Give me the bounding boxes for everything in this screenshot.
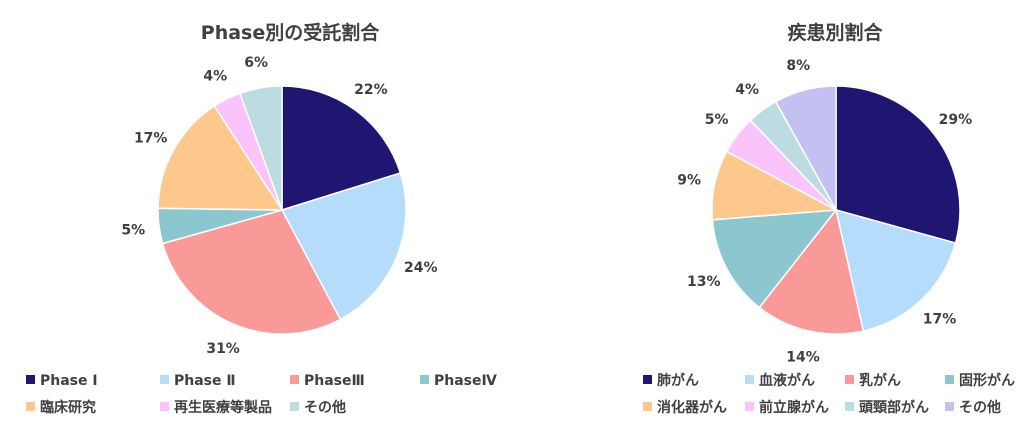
legend-item: 乳がん bbox=[845, 372, 901, 389]
legend-label: その他 bbox=[959, 399, 1001, 416]
legend-swatch bbox=[845, 402, 854, 411]
legend-swatch bbox=[945, 402, 954, 411]
legend-swatch bbox=[290, 375, 299, 384]
pie-slice-1 bbox=[281, 85, 402, 212]
data-label: 6% bbox=[244, 55, 268, 71]
data-label: 13% bbox=[687, 274, 721, 290]
data-label: 4% bbox=[203, 69, 227, 85]
chart-title: 疾患別割合 bbox=[787, 21, 883, 44]
data-label: 31% bbox=[206, 341, 240, 357]
legend-swatch bbox=[160, 375, 169, 384]
legend-label: 頭頸部がん bbox=[859, 399, 929, 416]
disease-pie-chart: 疾患別割合 29% 17% 14% 13% 9% 5% 4% 8% 肺がん 血液がん 乳がん 固形が… bbox=[643, 21, 1015, 416]
legend-item: 血液がん bbox=[745, 372, 815, 389]
pie-slice-3 bbox=[758, 208, 865, 335]
legend-swatch bbox=[26, 375, 35, 384]
legend-label: 肺がん bbox=[657, 372, 699, 389]
legend-swatch bbox=[643, 402, 652, 411]
pie-slice-4 bbox=[711, 209, 838, 309]
data-label: 9% bbox=[677, 172, 701, 188]
data-label: 5% bbox=[705, 112, 729, 128]
legend-label: その他 bbox=[304, 399, 346, 416]
data-label: 22% bbox=[354, 82, 388, 98]
legend-item: PhaseⅢ bbox=[290, 373, 365, 389]
pie-slice-2 bbox=[834, 208, 957, 332]
legend-label: 再生医療等製品 bbox=[174, 399, 272, 416]
legend-item: 肺がん bbox=[643, 372, 699, 389]
legend-item: 前立腺がん bbox=[745, 399, 829, 416]
legend-item: Phase Ⅰ bbox=[26, 373, 98, 389]
pie-slice-7 bbox=[239, 85, 283, 211]
pie-slice-2 bbox=[280, 172, 407, 321]
data-label: 14% bbox=[786, 349, 820, 365]
legend-label: 乳がん bbox=[859, 372, 901, 389]
legend-swatch bbox=[290, 402, 299, 411]
legend-item: Phase Ⅱ bbox=[160, 373, 236, 389]
legend-label: Phase Ⅰ bbox=[40, 373, 98, 389]
legend-label: PhaseⅣ bbox=[434, 373, 498, 389]
phase-pie-chart: Phase別の受託割合 22%24%31%5%17%4%6% Phase Ⅰ Ph… bbox=[26, 21, 498, 416]
data-label: 5% bbox=[121, 222, 145, 238]
legend-item: 臨床研究 bbox=[26, 399, 96, 416]
legend-label: 消化器がん bbox=[657, 399, 727, 416]
legend-item: その他 bbox=[945, 399, 1001, 416]
data-label: 17% bbox=[923, 312, 957, 328]
pie-slice-5 bbox=[157, 104, 284, 211]
legend-label: 固形がん bbox=[959, 372, 1015, 389]
legend-item: 再生医療等製品 bbox=[160, 399, 272, 416]
pie-slice-3 bbox=[161, 209, 342, 335]
data-label: 24% bbox=[404, 260, 438, 276]
chart-title: Phase別の受託割合 bbox=[201, 21, 380, 44]
chart-legend: Phase Ⅰ Phase Ⅱ PhaseⅢ PhaseⅣ 臨床研究 再生医療等製品 その他 bbox=[26, 373, 498, 416]
legend-swatch bbox=[160, 402, 169, 411]
pie-slice-8 bbox=[774, 85, 837, 213]
legend-label: 前立腺がん bbox=[759, 399, 829, 416]
data-label: 8% bbox=[786, 58, 810, 74]
legend-swatch bbox=[945, 375, 954, 384]
legend-swatch bbox=[420, 375, 429, 384]
legend-swatch bbox=[745, 402, 754, 411]
legend-label: PhaseⅢ bbox=[304, 373, 365, 389]
legend-swatch bbox=[845, 375, 854, 384]
legend-label: Phase Ⅱ bbox=[174, 373, 236, 389]
legend-label: 臨床研究 bbox=[40, 399, 96, 416]
legend-item: 固形がん bbox=[945, 372, 1015, 389]
data-label: 17% bbox=[134, 131, 168, 147]
legend-swatch bbox=[26, 402, 35, 411]
legend-label: 血液がん bbox=[759, 372, 815, 389]
pie-slice-1 bbox=[835, 85, 961, 244]
data-label: 4% bbox=[735, 82, 759, 98]
data-label: 29% bbox=[939, 112, 973, 128]
legend-item: その他 bbox=[290, 399, 346, 416]
legend-item: PhaseⅣ bbox=[420, 373, 498, 389]
legend-item: 消化器がん bbox=[643, 399, 727, 416]
legend-swatch bbox=[745, 375, 754, 384]
legend-swatch bbox=[643, 375, 652, 384]
legend-item: 頭頸部がん bbox=[845, 399, 929, 416]
